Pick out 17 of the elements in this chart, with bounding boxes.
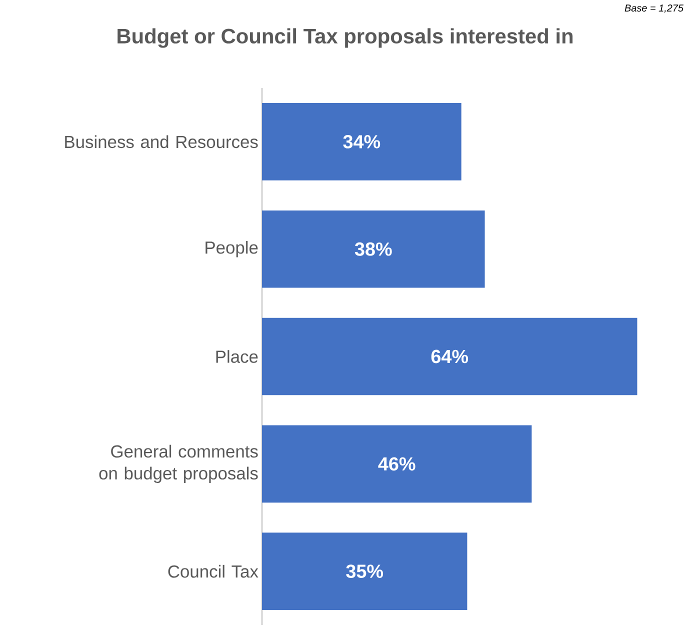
y-tick-label: Place: [216, 350, 258, 364]
bar: [262, 532, 468, 610]
y-tick-label: Council Tax: [168, 565, 258, 578]
data-label: 46%: [378, 457, 416, 471]
chart-title: Budget or Council Tax proposals interested in: [118, 28, 573, 48]
data-label: 38%: [354, 242, 392, 256]
data-label: 34%: [343, 135, 380, 149]
text: Base = 1,275: [624, 4, 684, 13]
bar: [262, 210, 485, 288]
bar: [262, 425, 532, 503]
bar: [262, 318, 638, 396]
y-tick-label: People: [206, 241, 258, 258]
data-label: 64%: [431, 350, 468, 364]
data-label: 35%: [346, 564, 384, 578]
y-tick-label: General comments on budget proposals: [99, 444, 258, 484]
y-tick-label: Business and Resources: [65, 135, 258, 148]
bar: [262, 103, 462, 180]
